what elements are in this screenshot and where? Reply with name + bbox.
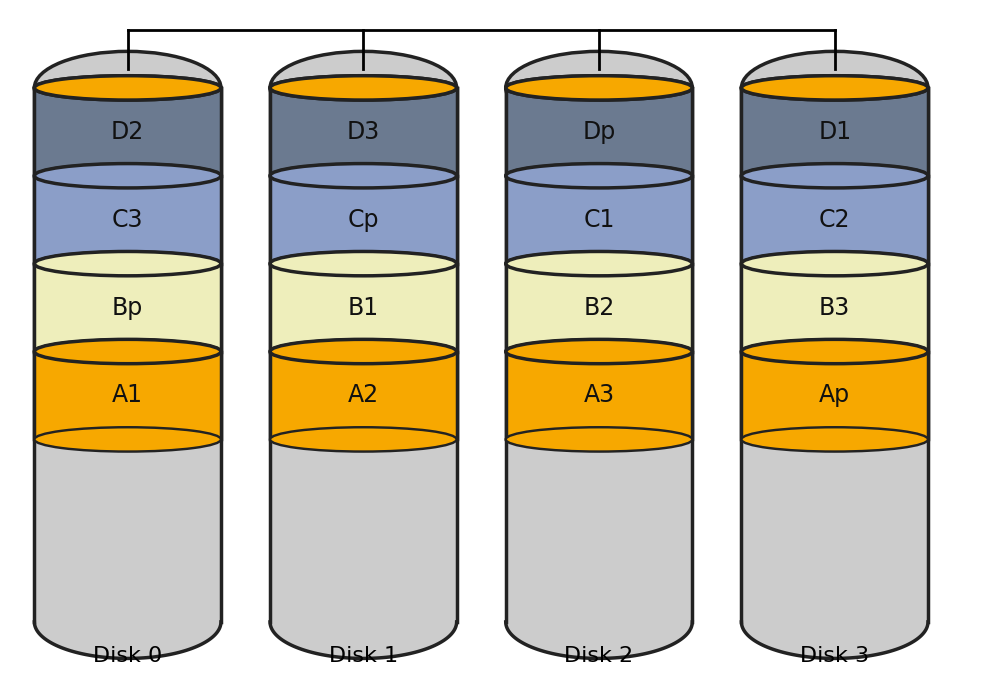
Ellipse shape [506,251,692,276]
Ellipse shape [741,51,928,124]
Polygon shape [34,622,221,658]
Bar [270,88,457,176]
Ellipse shape [741,251,928,276]
Text: Dp: Dp [582,120,616,144]
Ellipse shape [741,427,928,452]
Bar [506,88,692,176]
Ellipse shape [34,339,221,364]
Text: Disk 0: Disk 0 [93,646,162,666]
Ellipse shape [506,427,692,452]
Polygon shape [270,622,457,658]
Ellipse shape [34,76,221,100]
Text: A3: A3 [583,383,615,408]
Bar [741,88,928,176]
Ellipse shape [506,164,692,188]
Text: C2: C2 [819,208,850,232]
Bar [741,176,928,264]
Bar [270,264,457,352]
Text: Disk 2: Disk 2 [565,646,633,666]
Polygon shape [506,622,692,658]
Text: D3: D3 [347,120,380,144]
Ellipse shape [270,427,457,452]
Bar [34,264,221,352]
Ellipse shape [34,164,221,188]
Bar [506,176,692,264]
Ellipse shape [741,339,928,364]
Text: B3: B3 [819,295,850,320]
Ellipse shape [34,251,221,276]
Ellipse shape [506,76,692,100]
Ellipse shape [741,251,928,276]
Bar [270,88,457,622]
Ellipse shape [34,164,221,188]
Bar [741,264,928,352]
Ellipse shape [34,339,221,364]
Ellipse shape [270,164,457,188]
Ellipse shape [506,51,692,124]
Text: D2: D2 [111,120,144,144]
Bar [270,352,457,439]
Ellipse shape [270,76,457,100]
Text: A1: A1 [112,383,143,408]
Ellipse shape [506,339,692,364]
Ellipse shape [741,339,928,364]
Ellipse shape [270,251,457,276]
Ellipse shape [741,164,928,188]
Bar [506,352,692,439]
Text: A2: A2 [348,383,379,408]
Ellipse shape [270,251,457,276]
Text: Bp: Bp [112,295,143,320]
Text: D1: D1 [818,120,851,144]
Bar [34,176,221,264]
Text: Cp: Cp [348,208,379,232]
Text: Disk 1: Disk 1 [329,646,398,666]
Bar [34,88,221,176]
Ellipse shape [34,427,221,452]
Bar [741,352,928,439]
Ellipse shape [270,76,457,100]
Bar [34,88,221,622]
Ellipse shape [506,164,692,188]
Bar [506,264,692,352]
Ellipse shape [270,339,457,364]
Polygon shape [741,622,928,658]
Text: B2: B2 [583,295,615,320]
Text: Disk 3: Disk 3 [800,646,869,666]
Text: C3: C3 [112,208,143,232]
Text: B1: B1 [348,295,379,320]
Ellipse shape [270,339,457,364]
Ellipse shape [741,76,928,100]
Bar [270,176,457,264]
Bar [34,352,221,439]
Ellipse shape [506,251,692,276]
Ellipse shape [741,164,928,188]
Text: C1: C1 [583,208,615,232]
Bar [506,88,692,622]
Ellipse shape [741,76,928,100]
Ellipse shape [34,251,221,276]
Ellipse shape [506,339,692,364]
Ellipse shape [506,76,692,100]
Ellipse shape [270,164,457,188]
Ellipse shape [34,51,221,124]
Text: Ap: Ap [819,383,850,408]
Ellipse shape [270,51,457,124]
Bar [741,88,928,622]
Ellipse shape [34,76,221,100]
